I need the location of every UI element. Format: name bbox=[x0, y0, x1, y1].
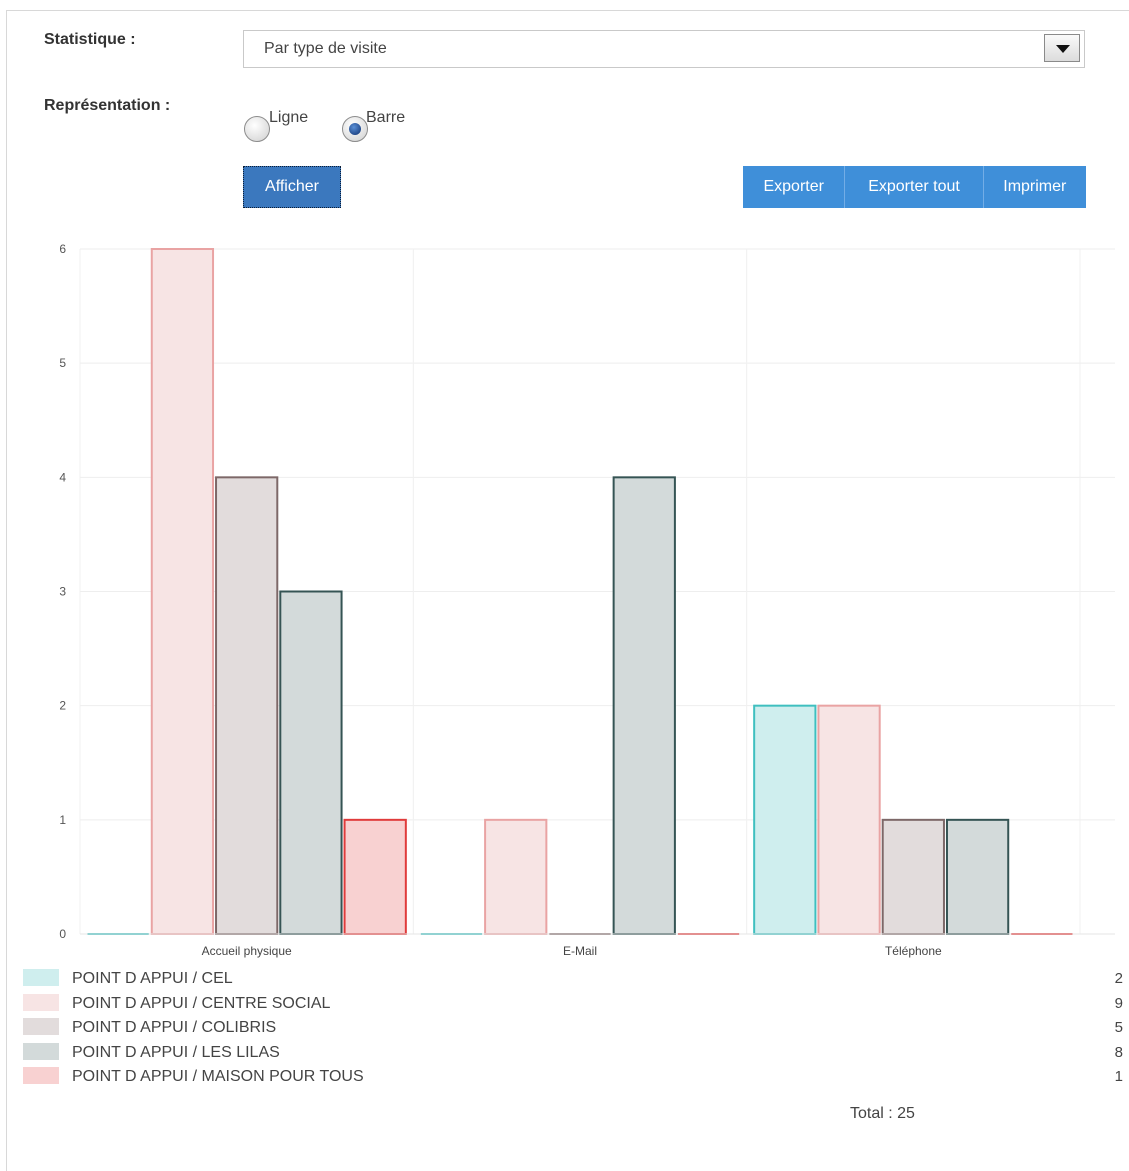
dropdown-arrow-icon[interactable] bbox=[1044, 34, 1080, 62]
radio-barre[interactable] bbox=[342, 116, 368, 142]
legend-label: POINT D APPUI / MAISON POUR TOUS bbox=[72, 1068, 364, 1085]
y-tick-label: 3 bbox=[59, 585, 66, 599]
radio-ligne[interactable] bbox=[244, 116, 270, 142]
bar bbox=[881, 818, 945, 935]
x-tick-label: Accueil physique bbox=[202, 944, 292, 958]
legend-label: POINT D APPUI / COLIBRIS bbox=[72, 1019, 277, 1036]
legend-total: 9 bbox=[1114, 994, 1123, 1012]
bar bbox=[612, 476, 676, 935]
statistique-selected-value: Par type de visite bbox=[264, 40, 387, 57]
bar bbox=[945, 818, 1010, 935]
y-tick-label: 0 bbox=[59, 927, 66, 941]
panel-frame bbox=[6, 10, 1129, 1171]
x-tick-label: Téléphone bbox=[885, 944, 942, 958]
bar bbox=[753, 704, 817, 936]
legend-total: 5 bbox=[1114, 1019, 1123, 1036]
exporter-tout-button[interactable]: Exporter tout bbox=[845, 166, 984, 208]
imprimer-button[interactable]: Imprimer bbox=[1003, 178, 1067, 195]
legend-total: 1 bbox=[1114, 1068, 1123, 1085]
legend-swatch bbox=[23, 993, 59, 1011]
legend-item: POINT D APPUI / COLIBRIS 5 bbox=[23, 1016, 1123, 1040]
representation-label: Représentation : bbox=[44, 97, 171, 114]
legend-label: POINT D APPUI / LES LILAS bbox=[72, 1043, 280, 1061]
legend-item: POINT D APPUI / CEL 2 bbox=[23, 967, 1123, 991]
legend-item: POINT D APPUI / CENTRE SOCIAL 9 bbox=[23, 992, 1123, 1016]
total-label: Total : 25 bbox=[850, 1105, 915, 1122]
legend-label: POINT D APPUI / CENTRE SOCIAL bbox=[72, 994, 331, 1012]
statistique-select[interactable]: Par type de visite bbox=[243, 30, 1085, 68]
exporter-button[interactable]: Exporter bbox=[743, 166, 846, 208]
radio-barre-label: Barre bbox=[366, 109, 406, 126]
legend-label: POINT D APPUI / CEL bbox=[72, 970, 233, 987]
legend-swatch bbox=[23, 1067, 59, 1084]
legend-swatch bbox=[23, 1018, 59, 1035]
legend-swatch bbox=[23, 1042, 59, 1060]
export-button-group: Exporter Exporter tout Imprimer bbox=[743, 166, 1086, 208]
legend-item: POINT D APPUI / LES LILAS 8 bbox=[23, 1041, 1123, 1065]
bar bbox=[343, 818, 407, 935]
statistique-label: Statistique : bbox=[44, 31, 136, 48]
bar bbox=[484, 818, 548, 935]
x-tick-label: E-Mail bbox=[563, 944, 597, 958]
y-tick-label: 5 bbox=[59, 356, 66, 370]
radio-ligne-label: Ligne bbox=[269, 109, 309, 126]
legend-total: 2 bbox=[1114, 970, 1123, 987]
legend-total: 8 bbox=[1114, 1043, 1123, 1061]
bar bbox=[150, 248, 215, 935]
bar bbox=[215, 476, 279, 935]
y-tick-label: 4 bbox=[59, 470, 66, 484]
legend-swatch bbox=[23, 969, 59, 986]
bar bbox=[817, 704, 881, 936]
afficher-button[interactable]: Afficher bbox=[243, 166, 341, 208]
bar bbox=[279, 590, 343, 935]
y-tick-label: 1 bbox=[59, 813, 66, 827]
y-tick-label: 6 bbox=[59, 242, 66, 256]
legend-item: POINT D APPUI / MAISON POUR TOUS 1 bbox=[23, 1065, 1123, 1089]
bar-chart: 0 1 2 3 4 5 6 Accueil physique E-Mail Téléphone bbox=[59, 242, 1115, 958]
y-tick-label: 2 bbox=[59, 699, 66, 713]
